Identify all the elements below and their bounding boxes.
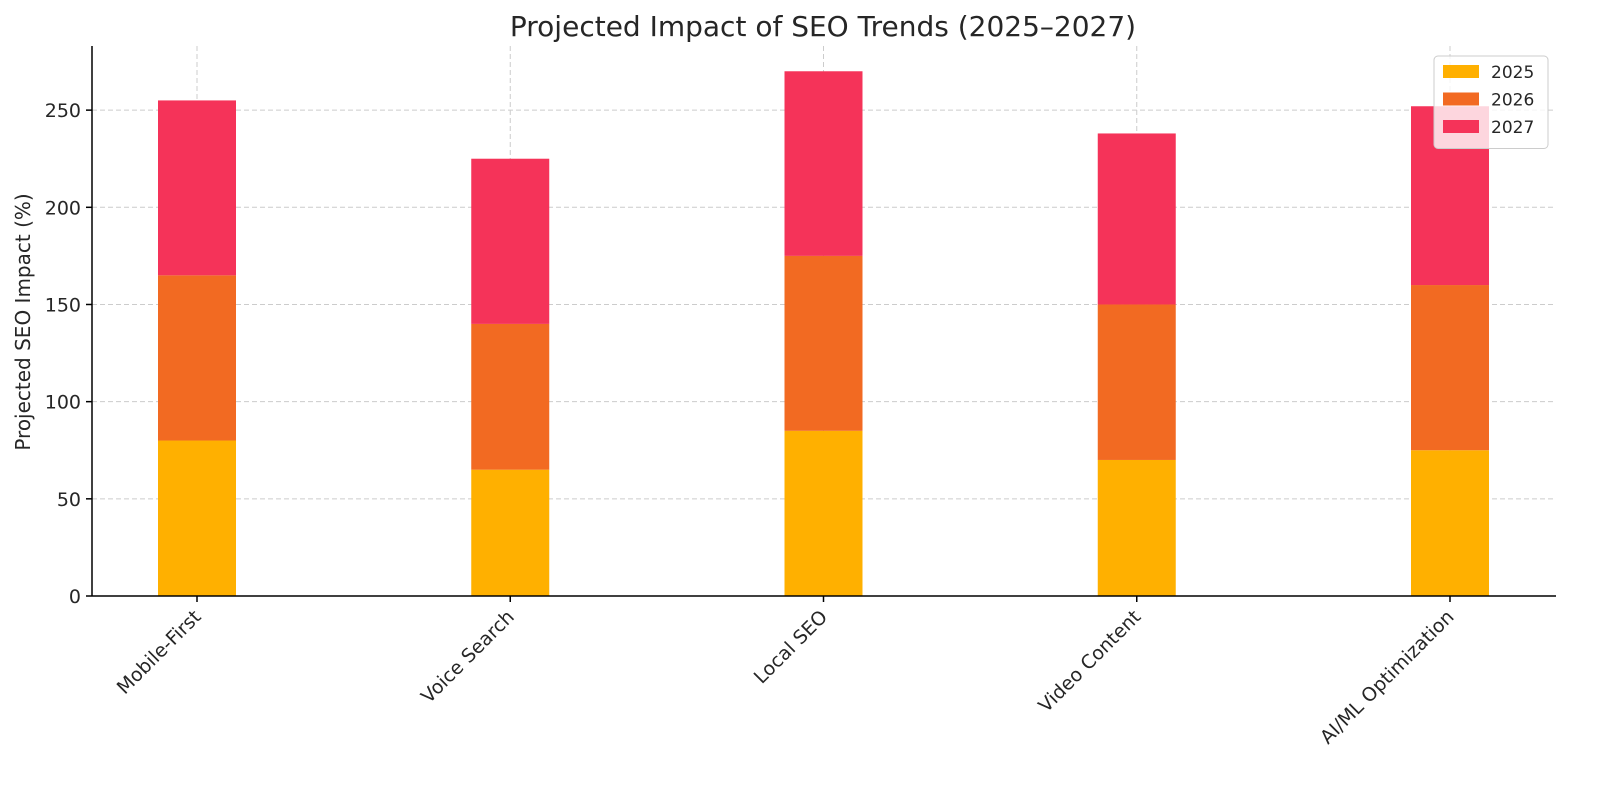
bar-voice-search-2025 — [471, 469, 550, 596]
legend-swatch-2026 — [1443, 92, 1479, 106]
bar-mobile-first-2027 — [158, 100, 236, 276]
bar-local-seo-2026 — [784, 255, 863, 431]
bar-local-seo-2025 — [784, 430, 863, 596]
x-tick-label-video-content: Video Content — [1034, 606, 1145, 717]
y-tick-label: 100 — [45, 392, 81, 414]
bar-mobile-first-2025 — [158, 440, 236, 596]
y-tick-label: 50 — [57, 489, 81, 511]
bar-video-content-2027 — [1097, 133, 1176, 305]
bar-ai-ml-optimization-2025 — [1411, 450, 1489, 596]
y-tick-label: 0 — [69, 586, 81, 608]
legend-swatch-2027 — [1443, 120, 1479, 133]
chart-title: Projected Impact of SEO Trends (2025–202… — [510, 10, 1136, 43]
ticks-layer: 0 50 100 150 200 250 Mobile-First Voice Search L… — [45, 100, 1459, 748]
bars-layer — [158, 71, 1489, 596]
bar-video-content-2026 — [1097, 304, 1176, 460]
legend-label-2027: 2027 — [1491, 118, 1534, 138]
legend-label-2025: 2025 — [1491, 63, 1534, 83]
bar-voice-search-2027 — [471, 158, 550, 324]
bar-video-content-2025 — [1097, 459, 1176, 596]
bar-voice-search-2026 — [471, 323, 550, 470]
y-axis-label: Projected SEO Impact (%) — [11, 193, 35, 450]
bar-local-seo-2027 — [784, 71, 863, 256]
legend-swatch-2025 — [1443, 65, 1479, 78]
x-tick-label-mobile-first: Mobile-First — [113, 606, 206, 699]
legend-label-2026: 2026 — [1491, 91, 1534, 111]
x-tick-label-voice-search: Voice Search — [417, 606, 519, 708]
legend: 2025 2026 2027 — [1433, 55, 1549, 149]
bar-mobile-first-2026 — [158, 275, 236, 441]
x-tick-label-local-seo: Local SEO — [750, 606, 832, 688]
y-tick-label: 200 — [45, 197, 81, 219]
x-tick-label-ai-ml-optimization: AI/ML Optimization — [1316, 606, 1459, 749]
bar-ai-ml-optimization-2026 — [1411, 285, 1489, 451]
y-tick-label: 150 — [45, 294, 81, 316]
y-tick-label: 250 — [45, 100, 81, 122]
